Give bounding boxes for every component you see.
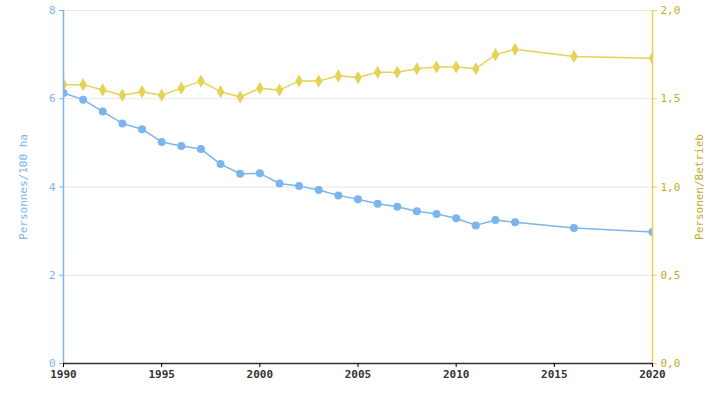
svg-text:8: 8 (49, 4, 56, 17)
svg-text:1,0: 1,0 (661, 181, 681, 194)
svg-text:0,5: 0,5 (661, 269, 681, 282)
svg-text:1,5: 1,5 (661, 92, 681, 105)
svg-text:4: 4 (49, 181, 56, 194)
svg-text:2000: 2000 (247, 368, 274, 381)
svg-text:6: 6 (49, 92, 56, 105)
svg-text:0: 0 (48, 357, 56, 370)
svg-text:0,0: 0,0 (660, 357, 681, 370)
svg-text:Personnes/100 ha: Personnes/100 ha (17, 134, 30, 240)
svg-text:2015: 2015 (541, 368, 568, 381)
svg-text:1990: 1990 (50, 368, 77, 381)
svg-text:2005: 2005 (345, 368, 372, 381)
svg-text:2: 2 (49, 269, 56, 282)
svg-text:2020: 2020 (639, 368, 666, 381)
svg-text:2,0: 2,0 (661, 4, 681, 17)
svg-text:1995: 1995 (148, 368, 175, 381)
svg-text:Personen/Betrieb: Personen/Betrieb (693, 134, 706, 240)
svg-text:2010: 2010 (443, 368, 470, 381)
